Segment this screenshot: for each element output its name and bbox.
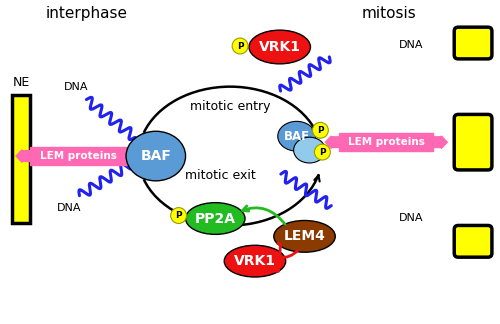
Ellipse shape bbox=[294, 137, 326, 163]
Circle shape bbox=[312, 122, 328, 138]
Text: DNA: DNA bbox=[398, 40, 423, 50]
FancyArrow shape bbox=[127, 150, 141, 162]
FancyBboxPatch shape bbox=[454, 226, 492, 257]
Text: mitotic entry: mitotic entry bbox=[190, 100, 270, 113]
Ellipse shape bbox=[278, 122, 316, 151]
Text: LEM4: LEM4 bbox=[284, 229, 326, 243]
Text: interphase: interphase bbox=[46, 6, 128, 21]
Bar bbox=[30, 147, 127, 165]
Ellipse shape bbox=[186, 202, 245, 234]
Text: DNA: DNA bbox=[64, 82, 89, 92]
Text: VRK1: VRK1 bbox=[258, 40, 300, 54]
Text: BAF: BAF bbox=[140, 149, 172, 163]
Text: P: P bbox=[237, 41, 244, 51]
Bar bbox=[339, 133, 434, 151]
FancyArrow shape bbox=[16, 150, 30, 162]
Text: LEM proteins: LEM proteins bbox=[40, 151, 117, 161]
Ellipse shape bbox=[126, 131, 186, 181]
Text: PP2A: PP2A bbox=[195, 212, 236, 226]
Text: DNA: DNA bbox=[58, 202, 82, 213]
Text: mitotic exit: mitotic exit bbox=[185, 169, 256, 182]
Text: P: P bbox=[319, 148, 326, 156]
Circle shape bbox=[232, 38, 248, 54]
FancyBboxPatch shape bbox=[454, 27, 492, 59]
FancyArrow shape bbox=[434, 136, 448, 148]
Ellipse shape bbox=[249, 30, 310, 64]
Text: DNA: DNA bbox=[398, 213, 423, 223]
FancyArrow shape bbox=[326, 136, 339, 148]
Text: VRK1: VRK1 bbox=[234, 254, 276, 268]
Circle shape bbox=[170, 208, 186, 224]
Text: LEM proteins: LEM proteins bbox=[348, 137, 425, 147]
Text: P: P bbox=[317, 126, 324, 135]
Text: BAF: BAF bbox=[284, 130, 310, 143]
Circle shape bbox=[314, 144, 330, 160]
Ellipse shape bbox=[274, 221, 336, 252]
Text: NE: NE bbox=[12, 76, 29, 89]
Bar bbox=[12, 95, 30, 224]
Text: P: P bbox=[176, 211, 182, 220]
Text: mitosis: mitosis bbox=[362, 6, 416, 21]
FancyBboxPatch shape bbox=[454, 114, 492, 170]
Ellipse shape bbox=[224, 245, 286, 277]
